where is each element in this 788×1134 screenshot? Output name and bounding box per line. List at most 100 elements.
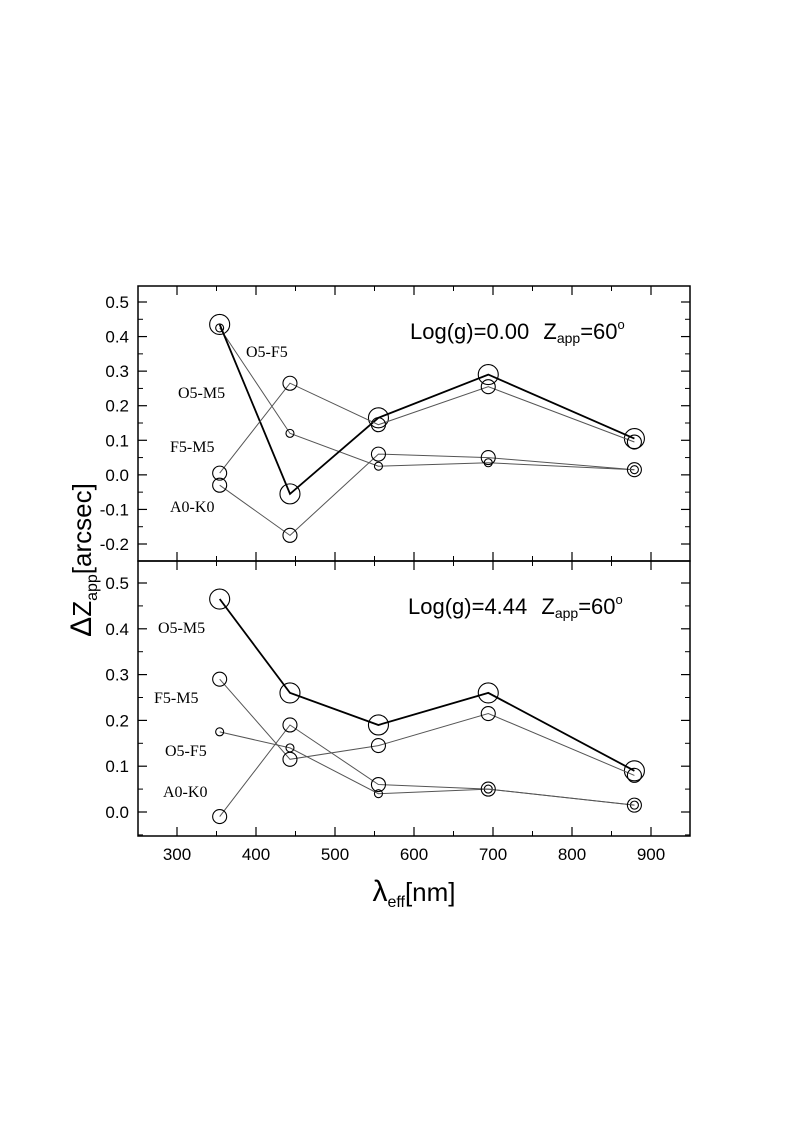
panels: -0.2 -0.1 0.0 0.1 0.2 0.3 0.4 0.5 O5-F5 O5-M5 F5-M… [100,285,691,837]
series-o5-f5: O5-F5 [215,323,639,475]
panel-bottom: 0.0 0.1 0.2 0.3 0.4 0.5 O5-M5 F5-M5 O5-F5 A0-K0 Lo… [105,560,691,837]
series-line [219,724,635,817]
y-tick-label: 0.0 [105,466,129,485]
data-point [477,682,499,704]
panel-title-eq: =60 [578,594,615,619]
series-label: F5-M5 [170,439,214,456]
y-tick-label: 0.4 [105,328,129,347]
panel-title-sub: app [555,605,579,621]
data-point [370,776,387,793]
series-a0-k0: A0-K0 [163,717,642,825]
data-point [209,588,231,610]
x-tick-label: 400 [242,845,270,864]
panel-title-eq: =60 [580,319,617,344]
series-label: A0-K0 [163,784,207,801]
y-tick-label: 0.1 [105,431,129,450]
data-point [285,428,295,438]
y-tick-label: -0.2 [100,535,129,554]
data-point [367,407,390,429]
series-o5-m5: O5-M5 [158,588,645,782]
data-point [282,717,298,733]
data-point [212,671,228,687]
data-point [370,417,387,433]
x-axis-title: λeff[nm] [372,875,455,911]
data-point [279,483,301,505]
data-point [480,705,496,722]
series-label: F5-M5 [154,690,198,707]
series-o5-f5: O5-F5 [165,727,639,810]
data-point [626,767,642,783]
data-point [285,743,295,753]
series-a0-k0: A0-K0 [170,446,642,543]
series-label: O5-M5 [158,620,205,637]
y-tick-label: 0.3 [105,362,129,381]
y-tick-label: 0.1 [105,757,129,776]
y-tick-label: 0.5 [105,574,129,593]
panel-title-main: Log(g)=4.44 [408,594,533,619]
panel-title-sup: o [618,317,625,332]
data-point [480,450,496,466]
y-tick-label: 0.4 [105,620,129,639]
data-point [212,477,228,493]
y-axis-title-z: Z [67,601,97,617]
data-point [282,527,298,543]
series-label: O5-F5 [246,344,288,361]
data-point [212,465,228,481]
series-label: A0-K0 [170,499,214,516]
series-line [219,382,635,474]
series-f5-m5: F5-M5 [154,671,642,783]
y-tick-label: 0.3 [105,666,129,685]
y-axis-title-sub: app [84,574,101,601]
x-tick-label: 600 [400,845,428,864]
series-line [219,327,635,471]
series-line [218,598,635,772]
series-label: O5-F5 [165,743,207,760]
y-tick-label: -0.1 [100,500,129,519]
panel-title: Log(g)=0.00 Zapp=60o [410,317,625,346]
series-line [219,731,635,806]
data-point [279,682,301,704]
panel-title-sub: app [557,330,581,346]
data-point [370,446,387,462]
data-point [373,789,384,799]
y-tick-label: 0.0 [105,803,129,822]
x-tick-label: 500 [321,845,349,864]
panel-title-sup: o [616,592,623,607]
data-point [215,727,225,737]
y-tick-label: 0.2 [105,397,129,416]
x-tick-labels: 300 400 500 600 700 800 900 [163,845,665,864]
panel-title: Log(g)=4.44 Zapp=60o [408,592,623,621]
panel-title-z: Z [541,594,554,619]
data-point [282,375,298,391]
x-tick-label: 900 [637,845,665,864]
x-tick-label: 700 [479,845,507,864]
y-tick-label: 0.2 [105,711,129,730]
data-point [215,323,225,333]
data-point [367,714,390,736]
x-axis-title-lambda: λ [372,875,387,908]
data-point [209,313,231,336]
data-point [480,781,496,797]
series-label: O5-M5 [178,385,225,402]
y-axis-title-delta: Δ [65,617,98,637]
y-tick-label: 0.5 [105,293,129,312]
x-tick-label: 300 [163,845,191,864]
series-line [219,453,635,537]
y-axis-title-unit: [arcsec] [67,483,97,574]
series-f5-m5: F5-M5 [170,375,642,481]
data-point [480,379,496,395]
x-axis-title-sub: eff [387,894,405,911]
data-point [477,364,499,386]
data-point [373,461,384,471]
series-line [219,678,635,776]
panel-top: -0.2 -0.1 0.0 0.1 0.2 0.3 0.4 0.5 O5-F5 O5-M5 F5-M… [100,285,691,562]
data-point [626,797,642,813]
data-point [370,738,387,754]
x-tick-label: 800 [558,845,586,864]
data-point [626,434,642,450]
y-axis-title: ΔZapp[arcsec] [65,483,101,637]
data-point [212,809,228,825]
panel-title-main: Log(g)=0.00 [410,319,535,344]
panel-title-z: Z [543,319,556,344]
